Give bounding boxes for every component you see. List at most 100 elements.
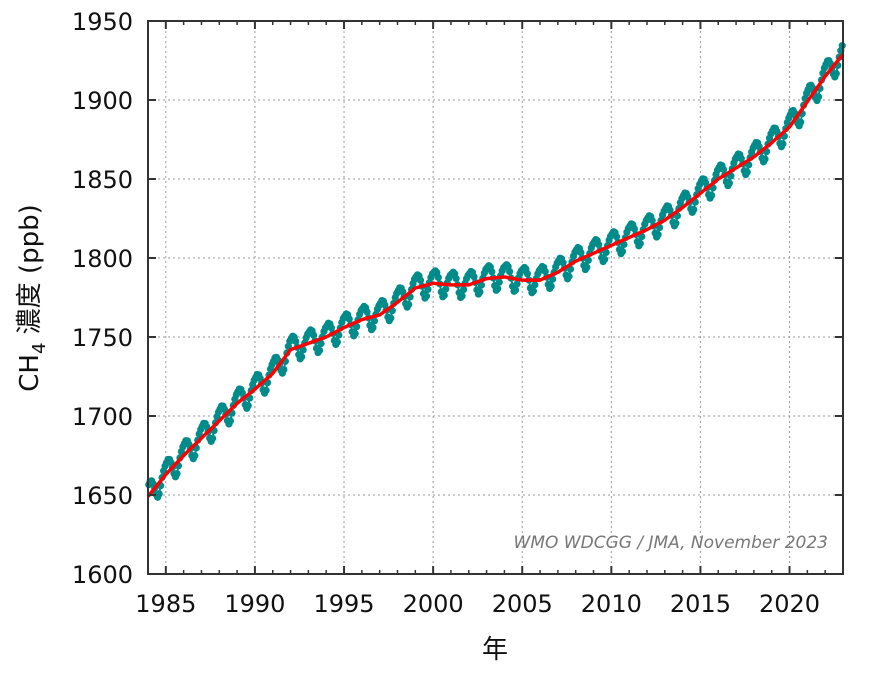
monthly-mean-point xyxy=(549,275,557,283)
monthly-mean-point xyxy=(523,270,532,278)
monthly-mean-point xyxy=(442,285,450,293)
series-layer xyxy=(145,42,846,501)
monthly-mean-point xyxy=(470,273,478,281)
x-tick-label: 2005 xyxy=(492,590,553,618)
monthly-mean-point xyxy=(292,337,300,346)
monthly-mean-point xyxy=(595,241,603,249)
monthly-mean-point xyxy=(494,285,502,293)
x-tick-label: 2015 xyxy=(670,590,731,618)
monthly-mean-point xyxy=(387,314,395,322)
monthly-mean-point xyxy=(458,292,466,300)
y-label-rest: 濃度 (ppb) xyxy=(15,204,45,342)
annotation: WMO WDCGG / JMA, November 2023 xyxy=(514,533,828,553)
monthly-mean-point xyxy=(208,434,217,442)
monthly-mean-point xyxy=(620,240,628,249)
y-tick-label: 1700 xyxy=(72,403,133,431)
monthly-mean-point xyxy=(559,259,567,267)
x-axis-label: 年 xyxy=(482,635,508,665)
monthly-mean-point xyxy=(612,233,621,241)
monthly-mean-point xyxy=(262,386,270,394)
monthly-mean-point xyxy=(370,317,379,325)
monthly-mean-point xyxy=(707,191,716,199)
monthly-mean-point xyxy=(565,272,573,280)
monthly-mean-point xyxy=(583,263,591,271)
x-tick-label: 2010 xyxy=(581,590,642,618)
x-tick-label: 1995 xyxy=(313,590,374,618)
monthly-mean-point xyxy=(280,365,288,374)
monthly-mean-point xyxy=(531,281,539,289)
y-tick-label: 1750 xyxy=(72,324,133,352)
monthly-mean-point xyxy=(541,267,549,276)
monthly-mean-point xyxy=(672,219,680,227)
monthly-mean-point xyxy=(416,276,425,284)
trend-line xyxy=(146,53,845,498)
monthly-mean-point xyxy=(191,452,199,460)
x-tick-label: 1990 xyxy=(224,590,285,618)
monthly-mean-point xyxy=(513,280,521,288)
x-tick-label: 2020 xyxy=(759,590,820,618)
monthly-mean-point xyxy=(719,165,728,174)
monthly-mean-point xyxy=(345,315,353,323)
monthly-mean-line xyxy=(147,45,844,500)
monthly-mean-point xyxy=(476,288,484,296)
monthly-mean-point xyxy=(601,255,609,263)
x-tick-label: 1985 xyxy=(135,590,196,618)
monthly-mean-point xyxy=(317,339,325,348)
monthly-mean-point xyxy=(618,247,627,256)
monthly-mean-point xyxy=(226,417,235,425)
monthly-mean-point xyxy=(690,206,698,214)
monthly-mean-point xyxy=(725,179,733,187)
monthly-mean-point xyxy=(779,140,787,148)
monthly-mean-point xyxy=(737,154,745,162)
monthly-mean-point xyxy=(529,287,537,295)
y-tick-label: 1900 xyxy=(72,87,133,115)
monthly-mean-point xyxy=(743,168,751,176)
y-label-sub: 4 xyxy=(29,343,50,354)
monthly-mean-point xyxy=(335,331,343,339)
monthly-mean-point xyxy=(814,93,823,101)
monthly-mean-point xyxy=(452,274,460,283)
monthly-mean-point xyxy=(577,248,585,257)
y-axis-label: CH4 濃度 (ppb) xyxy=(15,204,50,392)
monthly-mean-point xyxy=(309,331,318,339)
monthly-mean-point xyxy=(327,324,336,332)
monthly-mean-point xyxy=(459,286,468,294)
y-tick-label: 1600 xyxy=(72,561,133,589)
monthly-mean-point xyxy=(511,286,520,294)
monthly-mean-point xyxy=(547,282,555,290)
y-label-main: CH xyxy=(15,354,45,392)
monthly-mean-point xyxy=(353,323,361,331)
monthly-mean-point xyxy=(636,239,644,248)
monthly-mean-point xyxy=(315,346,324,355)
monthly-mean-point xyxy=(155,490,163,498)
x-tick-label: 2000 xyxy=(403,590,464,618)
monthly-mean-point xyxy=(298,353,306,361)
y-tick-label: 1800 xyxy=(72,245,133,273)
monthly-mean-point xyxy=(369,324,377,332)
y-tick-label: 1650 xyxy=(72,482,133,510)
monthly-mean-point xyxy=(363,308,371,316)
monthly-mean-point xyxy=(477,281,485,289)
monthly-mean-point xyxy=(506,267,514,276)
monthly-mean-point xyxy=(440,291,448,299)
monthly-mean-point xyxy=(299,346,307,354)
grid xyxy=(148,21,843,574)
monthly-mean-point xyxy=(422,292,431,300)
monthly-mean-point xyxy=(638,233,646,241)
monthly-mean-point xyxy=(832,69,840,78)
plot-frame xyxy=(147,20,844,575)
monthly-mean-point xyxy=(424,285,432,294)
monthly-mean-point xyxy=(405,300,413,309)
monthly-mean-point xyxy=(434,273,442,282)
monthly-mean-point xyxy=(495,278,503,286)
monthly-mean-point xyxy=(351,330,359,338)
monthly-mean-point xyxy=(630,225,638,233)
monthly-mean-point xyxy=(797,118,805,126)
monthly-mean-point xyxy=(648,216,656,225)
monthly-mean-point xyxy=(584,256,592,264)
monthly-mean-point xyxy=(761,155,769,163)
monthly-mean-point xyxy=(654,231,662,239)
monthly-mean-point xyxy=(488,268,496,276)
monthly-mean-point xyxy=(655,223,664,232)
